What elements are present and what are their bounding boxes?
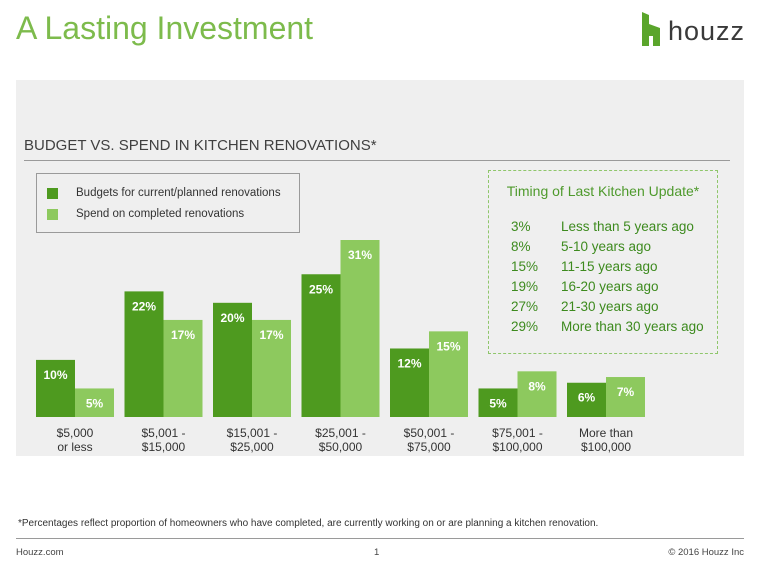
bar-value-label: 7% xyxy=(617,385,635,399)
timing-label: 5-10 years ago xyxy=(561,239,652,254)
x-tick-label: $5,000 xyxy=(57,426,94,440)
timing-pct: 15% xyxy=(511,259,539,274)
x-tick-label: $25,000 xyxy=(230,440,274,454)
x-tick-label: $25,001 - xyxy=(315,426,366,440)
bar xyxy=(213,302,252,417)
bar-value-label: 20% xyxy=(220,311,244,325)
bar xyxy=(517,371,557,417)
bar-value-label: 25% xyxy=(309,282,333,296)
timing-pct: 3% xyxy=(511,219,531,234)
legend-label-budget: Budgets for current/planned renovations xyxy=(76,187,281,199)
bar-value-label: 8% xyxy=(528,379,546,393)
houzz-logo-icon xyxy=(642,12,660,46)
x-tick-label: or less xyxy=(57,440,92,454)
bar-value-label: 17% xyxy=(259,328,283,342)
bar xyxy=(36,359,75,417)
timing-label: 11-15 years ago xyxy=(561,259,658,274)
x-tick-label: $50,001 - xyxy=(404,426,455,440)
timing-label: More than 30 years ago xyxy=(561,319,704,334)
x-tick-label: $100,000 xyxy=(581,440,631,454)
page-title: A Lasting Investment xyxy=(16,10,314,46)
bar xyxy=(252,319,291,417)
legend-swatch-spend xyxy=(47,208,58,220)
timing-pct: 19% xyxy=(511,279,539,294)
houzz-logo: houzz xyxy=(640,12,750,52)
x-tick-label: $75,000 xyxy=(407,440,451,454)
bar xyxy=(606,377,645,417)
bar-value-label: 6% xyxy=(578,391,596,405)
x-tick-label: $15,001 - xyxy=(227,426,278,440)
timing-pct: 8% xyxy=(511,239,531,254)
logo-text: houzz xyxy=(668,16,746,46)
copyright: © 2016 Houzz Inc xyxy=(668,547,744,558)
bar-value-label: 12% xyxy=(397,356,421,370)
bar-value-label: 17% xyxy=(171,328,195,342)
timing-label: 21-30 years ago xyxy=(561,299,659,314)
x-tick-label: $100,000 xyxy=(492,440,542,454)
page-number: 1 xyxy=(374,547,380,558)
bar xyxy=(163,319,203,417)
bar xyxy=(478,388,518,417)
bar-value-label: 15% xyxy=(436,339,460,353)
bar-value-label: 5% xyxy=(489,396,507,410)
footer-rule xyxy=(16,538,744,539)
x-tick-label: $15,000 xyxy=(142,440,186,454)
x-tick-label: $50,000 xyxy=(319,440,363,454)
timing-label: Less than 5 years ago xyxy=(561,219,694,234)
bar xyxy=(340,240,380,417)
timing-title: Timing of Last Kitchen Update* xyxy=(506,183,700,199)
timing-pct: 27% xyxy=(511,299,539,314)
chart-title: BUDGET VS. SPEND IN KITCHEN RENOVATIONS* xyxy=(24,137,377,154)
bar xyxy=(390,348,429,417)
legend-item-spend: Spend on completed renovations xyxy=(47,206,244,222)
footer-site-link[interactable]: Houzz.com xyxy=(16,547,64,558)
bar xyxy=(429,331,468,417)
x-tick-label: $75,001 - xyxy=(492,426,543,440)
bar xyxy=(75,388,114,417)
bar xyxy=(301,274,341,417)
timing-box: Timing of Last Kitchen Update* 3% Less t… xyxy=(488,170,718,354)
legend-item-budget: Budgets for current/planned renovations xyxy=(47,185,281,201)
chart-title-rule xyxy=(24,160,730,161)
bar-value-label: 5% xyxy=(86,396,104,410)
timing-pct: 29% xyxy=(511,319,539,334)
legend-swatch-budget xyxy=(47,187,58,199)
bar-value-label: 31% xyxy=(348,248,372,262)
bar-value-label: 10% xyxy=(43,368,67,382)
footnote: *Percentages reflect proportion of homeo… xyxy=(18,518,599,529)
bar xyxy=(124,291,164,417)
bar xyxy=(567,382,606,417)
timing-label: 16-20 years ago xyxy=(561,279,659,294)
x-tick-label: More than xyxy=(579,426,633,440)
bar-value-label: 22% xyxy=(132,299,156,313)
legend-label-spend: Spend on completed renovations xyxy=(76,208,245,220)
chart-legend: Budgets for current/planned renovations … xyxy=(36,173,300,233)
x-tick-label: $5,001 - xyxy=(141,426,185,440)
